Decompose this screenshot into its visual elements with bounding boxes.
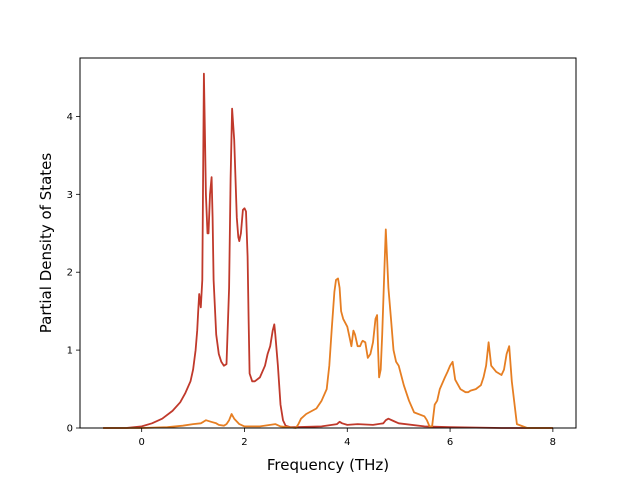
y-tick-label: 3 <box>67 190 73 201</box>
x-axis: 0 2 4 6 8 <box>138 428 556 448</box>
y-tick-label: 4 <box>67 112 73 123</box>
y-tick-label: 0 <box>67 424 73 435</box>
x-axis-label: Frequency (THz) <box>267 456 389 474</box>
x-tick-label: 8 <box>550 437 556 448</box>
series-layer <box>103 72 553 429</box>
plot-frame <box>79 57 577 429</box>
series-line-2 <box>103 228 553 429</box>
y-tick-label: 2 <box>67 268 73 279</box>
y-axis-label: Partial Density of States <box>37 153 55 334</box>
y-axis: 0 1 2 3 4 <box>67 112 80 435</box>
y-tick-label: 1 <box>67 346 73 357</box>
x-tick-label: 4 <box>344 437 350 448</box>
series-line-1 <box>103 72 553 429</box>
x-tick-label: 6 <box>447 437 453 448</box>
x-tick-label: 2 <box>241 437 247 448</box>
x-tick-label: 0 <box>138 437 144 448</box>
